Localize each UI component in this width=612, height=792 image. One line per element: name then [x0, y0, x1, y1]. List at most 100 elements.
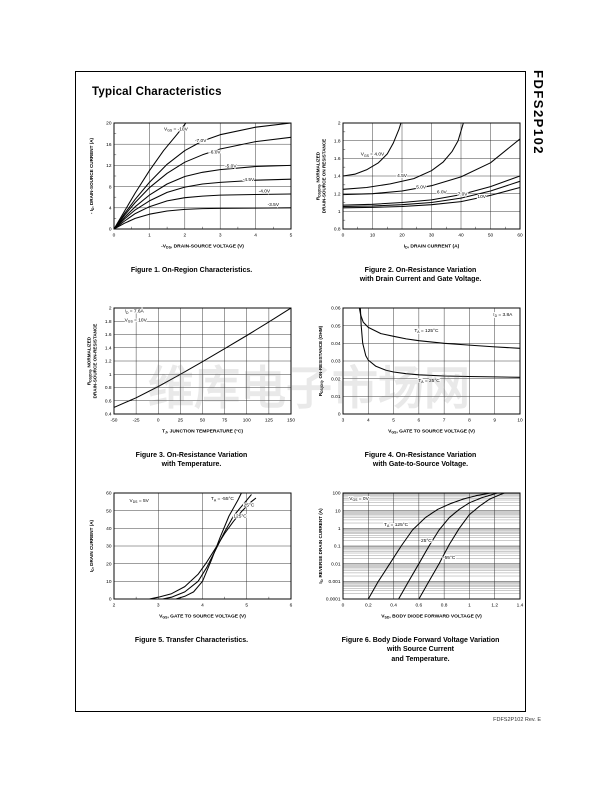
svg-text:0.01: 0.01	[331, 394, 341, 400]
svg-text:0.8: 0.8	[334, 227, 341, 233]
figure-4: ID = 3.8A TA = 125°C TA = 25°C 3 4 5 6 7 8 9 10 0 0.…	[314, 300, 527, 470]
caption-line: with Drain Current and Gate Voltage.	[359, 276, 482, 284]
svg-text:50: 50	[488, 233, 494, 239]
svg-text:TA = 25°C: TA = 25°C	[418, 378, 440, 384]
caption-line: Figure 3. On-Resistance Variation	[135, 452, 248, 459]
svg-text:1: 1	[148, 233, 151, 239]
svg-text:1.8: 1.8	[105, 319, 112, 325]
svg-text:10V: 10V	[477, 194, 486, 200]
svg-text:100: 100	[243, 418, 251, 424]
caption-line: Figure 1. On-Region Characteristics.	[130, 267, 253, 274]
svg-text:RDS(ON), ON-RESISTANCE (OHM): RDS(ON), ON-RESISTANCE (OHM)	[318, 325, 324, 396]
svg-text:0.01: 0.01	[331, 561, 341, 567]
svg-text:1: 1	[338, 209, 341, 215]
figure-6: VGS = 0V TA = 125°C 25°C -55°C 0 0.2 0.4 0.6 0.8…	[314, 485, 527, 664]
svg-text:60: 60	[106, 491, 112, 497]
svg-text:0: 0	[113, 233, 116, 239]
svg-text:-55°C: -55°C	[443, 555, 456, 561]
svg-text:-50: -50	[111, 418, 118, 424]
svg-text:2: 2	[109, 306, 112, 312]
svg-text:7.0V: 7.0V	[458, 191, 469, 197]
svg-text:5.0V: 5.0V	[416, 184, 427, 190]
caption-line: with Source Current	[387, 646, 454, 654]
svg-text:4.5V: 4.5V	[397, 173, 408, 179]
svg-text:10: 10	[517, 418, 523, 424]
svg-text:0.8: 0.8	[441, 603, 448, 609]
page-border	[75, 71, 526, 712]
svg-text:10: 10	[106, 579, 112, 585]
svg-text:0: 0	[109, 227, 112, 233]
svg-text:10: 10	[335, 508, 341, 514]
svg-text:VDS = 5V: VDS = 5V	[130, 498, 150, 504]
svg-text:0.05: 0.05	[331, 323, 341, 329]
svg-text:1.4: 1.4	[105, 345, 112, 351]
svg-text:20: 20	[106, 121, 112, 127]
svg-text:0.4: 0.4	[105, 412, 112, 418]
figure-1: VGS = -10V -7.0V -6.0V -5.0V -4.5V -4.0V -3.5V…	[85, 115, 298, 275]
svg-text:0: 0	[342, 233, 345, 239]
figure-1-chart: VGS = -10V -7.0V-6.0V -5.0V -4.5V -4.0V -3.5V…	[89, 121, 293, 250]
svg-text:20: 20	[106, 561, 112, 567]
svg-text:5: 5	[245, 603, 248, 609]
figure-4-caption: Figure 4. On-Resistance Variation with G…	[314, 451, 527, 470]
revision-footer: FDFS2P102 Rev. E	[493, 717, 541, 723]
svg-text:4: 4	[201, 603, 204, 609]
svg-text:0: 0	[342, 603, 345, 609]
figure-2: VGS = 4.0V 4.5V 5.0V 6.0V 7.0V 10V 0 10 20 30 40 50…	[314, 115, 527, 285]
svg-text:25°C: 25°C	[244, 502, 255, 508]
svg-text:1.4: 1.4	[334, 174, 341, 180]
svg-text:ID, DRAIN CURRENT (A): ID, DRAIN CURRENT (A)	[89, 519, 95, 572]
part-number-side-label: FDFS2P102	[531, 70, 546, 156]
svg-text:0.8: 0.8	[105, 385, 112, 391]
svg-text:0: 0	[109, 597, 112, 603]
svg-text:0.4: 0.4	[390, 603, 397, 609]
svg-text:16: 16	[106, 142, 112, 148]
figure-4-chart: ID = 3.8A TA = 125°C TA = 25°C 3 4 5 6 7 8 9 10 0 0.…	[318, 306, 523, 435]
svg-text:12: 12	[106, 163, 112, 169]
svg-text:DRAIN-SOURCE ON-RESISTANCE: DRAIN-SOURCE ON-RESISTANCE	[92, 324, 97, 399]
svg-text:2: 2	[113, 603, 116, 609]
svg-text:8: 8	[468, 418, 471, 424]
svg-text:125°C: 125°C	[233, 514, 247, 520]
svg-text:VSD, BODY DIODE FORWARD VOLTAG: VSD, BODY DIODE FORWARD VOLTAGE (V)	[381, 614, 482, 620]
svg-text:4: 4	[109, 206, 112, 212]
svg-text:0.6: 0.6	[105, 398, 112, 404]
svg-text:30: 30	[106, 544, 112, 550]
svg-text:2: 2	[338, 121, 341, 127]
svg-text:ID, DRAIN CURRENT (A): ID, DRAIN CURRENT (A)	[404, 244, 460, 250]
svg-text:25°C: 25°C	[421, 538, 432, 544]
svg-text:3: 3	[157, 603, 160, 609]
svg-text:TA = -55°C: TA = -55°C	[211, 496, 235, 502]
svg-text:-7.0V: -7.0V	[195, 138, 207, 144]
svg-text:40: 40	[458, 233, 464, 239]
svg-text:10: 10	[370, 233, 376, 239]
svg-text:1.2: 1.2	[334, 191, 341, 197]
caption-line: with Gate-to-Source Voltage.	[372, 461, 469, 469]
svg-text:TA = 125°C: TA = 125°C	[384, 522, 409, 528]
svg-text:ID = 3.8A: ID = 3.8A	[493, 312, 513, 318]
svg-text:0.0001: 0.0001	[326, 597, 341, 603]
svg-text:3: 3	[219, 233, 222, 239]
svg-text:0.06: 0.06	[331, 306, 341, 312]
svg-text:60: 60	[517, 233, 523, 239]
svg-text:-4.5V: -4.5V	[243, 177, 255, 183]
svg-text:4: 4	[254, 233, 257, 239]
caption-line: Figure 4. On-Resistance Variation	[364, 452, 477, 459]
figure-2-caption: Figure 2. On-Resistance Variation with D…	[314, 266, 527, 285]
svg-text:8: 8	[109, 184, 112, 190]
svg-text:30: 30	[429, 233, 435, 239]
svg-text:6: 6	[290, 603, 293, 609]
svg-text:1.6: 1.6	[334, 156, 341, 162]
svg-text:TA = 125°C: TA = 125°C	[414, 328, 439, 334]
svg-text:50: 50	[106, 508, 112, 514]
svg-text:1.8: 1.8	[334, 138, 341, 144]
svg-text:VGS, GATE TO SOURCE VOLTAGE (V: VGS, GATE TO SOURCE VOLTAGE (V)	[159, 614, 246, 620]
svg-text:0.03: 0.03	[331, 359, 341, 365]
svg-text:6.0V: 6.0V	[437, 190, 448, 196]
svg-text:DRAIN-SOURCE ON RESISTANCE: DRAIN-SOURCE ON RESISTANCE	[321, 139, 326, 213]
figure-1-caption: Figure 1. On-Region Characteristics.	[85, 266, 298, 275]
caption-line: Figure 2. On-Resistance Variation	[364, 267, 477, 274]
svg-text:IS, REVERSE DRAIN CURRENT (A): IS, REVERSE DRAIN CURRENT (A)	[318, 508, 324, 584]
